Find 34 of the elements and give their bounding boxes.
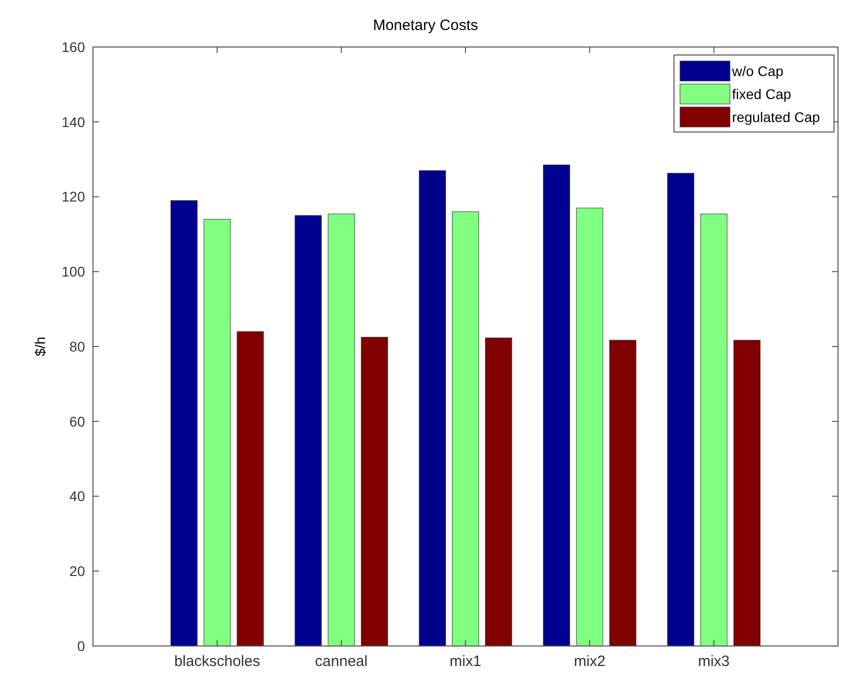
bar xyxy=(170,200,198,646)
x-tick-label: mix1 xyxy=(450,653,482,670)
y-axis-title: $/h xyxy=(32,336,48,356)
bar xyxy=(204,218,231,646)
chart-title: Monetary Costs xyxy=(372,17,478,34)
y-tick-label: 100 xyxy=(62,264,86,280)
x-tick-label: mix2 xyxy=(574,653,606,670)
bar xyxy=(485,338,512,646)
bar xyxy=(418,170,446,646)
bar xyxy=(294,215,322,646)
y-tick-label: 40 xyxy=(69,488,86,504)
y-tick-label: 80 xyxy=(69,338,86,354)
x-tick-label: canneal xyxy=(315,653,368,670)
bar xyxy=(236,331,264,646)
bar xyxy=(452,211,479,646)
legend-label: regulated Cap xyxy=(732,108,820,125)
bar xyxy=(543,164,570,646)
bar xyxy=(328,214,355,646)
y-tick-label: 0 xyxy=(77,638,86,654)
bar xyxy=(733,340,760,646)
y-tick-label: 60 xyxy=(69,413,86,430)
y-tick-label: 20 xyxy=(69,563,86,580)
bar xyxy=(667,172,694,646)
bar xyxy=(360,336,388,646)
bar xyxy=(700,214,728,646)
x-tick-label: mix3 xyxy=(698,653,730,670)
legend-label: fixed Cap xyxy=(732,86,792,102)
y-tick-label: 160 xyxy=(62,38,86,55)
bar xyxy=(576,208,604,646)
y-tick-label: 140 xyxy=(62,114,86,130)
bar xyxy=(609,340,636,646)
x-tick-label: blackscholes xyxy=(174,653,260,670)
y-tick-label: 120 xyxy=(62,188,86,205)
legend-label: w/o Cap xyxy=(731,62,784,79)
